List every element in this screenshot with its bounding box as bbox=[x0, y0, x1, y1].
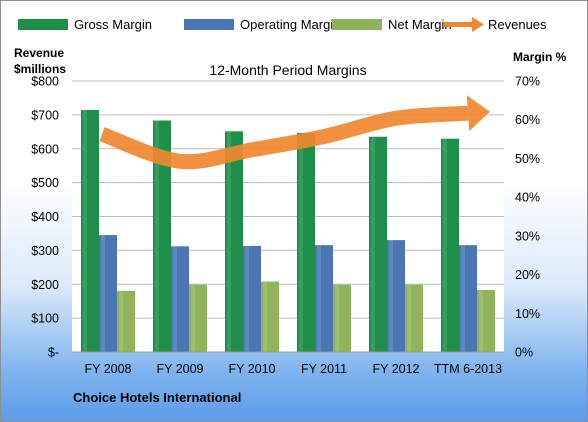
bar-highlight bbox=[191, 284, 195, 352]
bar-operating-margin bbox=[171, 246, 189, 352]
bar-net-margin bbox=[405, 284, 423, 352]
category-label: FY 2011 bbox=[301, 362, 347, 376]
bar-gross-margin bbox=[153, 120, 171, 352]
bar-operating-margin bbox=[99, 235, 117, 352]
bar-highlight bbox=[461, 245, 465, 352]
bar-highlight bbox=[245, 245, 249, 352]
legend-label-operating-margin: Operating Margin bbox=[240, 17, 340, 32]
bar-gross-margin bbox=[369, 136, 387, 352]
bar-net-margin bbox=[477, 290, 495, 352]
revenue-trend bbox=[99, 95, 490, 170]
legend: Gross Margin Operating Margin Net Margin… bbox=[18, 17, 547, 32]
left-axis-title-line2: $millions bbox=[14, 62, 66, 76]
bar-highlight bbox=[317, 245, 321, 352]
bar-operating-margin bbox=[387, 240, 405, 352]
company-name: Choice Hotels International bbox=[73, 390, 241, 405]
left-tick-label: $200 bbox=[31, 278, 59, 292]
category-labels: FY 2008 FY 2009 FY 2010 FY 2011 FY 2012 TTM 6… bbox=[84, 362, 502, 376]
bar-highlight bbox=[443, 138, 447, 352]
bar-highlight bbox=[479, 290, 483, 352]
bar-highlight bbox=[83, 110, 87, 353]
legend-swatch-operating-margin bbox=[184, 19, 234, 30]
bar-net-margin bbox=[189, 284, 207, 352]
bar-highlight bbox=[119, 290, 123, 352]
bar-highlight bbox=[299, 132, 303, 352]
chart-title: 12-Month Period Margins bbox=[209, 62, 366, 78]
legend-swatch-gross-margin bbox=[18, 19, 68, 30]
bars bbox=[81, 110, 495, 353]
bar-operating-margin bbox=[315, 245, 333, 352]
bar-net-margin bbox=[117, 290, 135, 352]
bar-highlight bbox=[155, 120, 159, 352]
bar-highlight bbox=[407, 284, 411, 352]
revenue-trend-arrowhead bbox=[466, 95, 490, 132]
left-tick-label: $600 bbox=[31, 142, 59, 156]
right-tick-label: 10% bbox=[515, 307, 540, 321]
left-tick-label: $700 bbox=[31, 108, 59, 122]
bar-operating-margin bbox=[459, 245, 477, 352]
left-axis-ticks: $- $100 $200 $300 $400 $500 $600 $700 $800 bbox=[31, 75, 59, 360]
bar-highlight bbox=[389, 240, 393, 352]
bar-gross-margin bbox=[225, 131, 243, 352]
bar-highlight bbox=[263, 281, 267, 352]
category-label: FY 2012 bbox=[372, 362, 419, 376]
bar-highlight bbox=[101, 235, 105, 352]
legend-swatch-net-margin bbox=[332, 19, 382, 30]
category-label: FY 2009 bbox=[156, 362, 203, 376]
revenue-trend-line bbox=[99, 105, 469, 170]
bar-highlight bbox=[335, 284, 339, 352]
legend-arrow-revenues bbox=[444, 17, 484, 32]
bar-gross-margin bbox=[441, 138, 459, 352]
right-tick-label: 30% bbox=[515, 229, 540, 243]
left-tick-label: $- bbox=[48, 346, 59, 360]
left-tick-label: $500 bbox=[31, 176, 59, 190]
left-tick-label: $100 bbox=[31, 312, 59, 326]
left-axis-title-line1: Revenue bbox=[14, 46, 64, 60]
right-tick-label: 60% bbox=[515, 113, 540, 127]
left-tick-label: $400 bbox=[31, 210, 59, 224]
category-label: FY 2010 bbox=[228, 362, 275, 376]
bar-net-margin bbox=[333, 284, 351, 352]
category-label: TTM 6-2013 bbox=[434, 362, 502, 376]
legend-label-gross-margin: Gross Margin bbox=[74, 17, 152, 32]
left-tick-label: $300 bbox=[31, 244, 59, 258]
legend-label-net-margin: Net Margin bbox=[388, 17, 452, 32]
right-tick-label: 20% bbox=[515, 268, 540, 282]
category-label: FY 2008 bbox=[84, 362, 131, 376]
right-axis-title: Margin % bbox=[513, 50, 567, 64]
right-tick-label: 40% bbox=[515, 191, 540, 205]
bar-gross-margin bbox=[297, 132, 315, 352]
bar-gross-margin bbox=[81, 110, 99, 353]
right-tick-label: 0% bbox=[515, 346, 533, 360]
right-axis-ticks: 0% 10% 20% 30% 40% 50% 60% 70% bbox=[515, 75, 540, 360]
left-tick-label: $800 bbox=[31, 75, 59, 89]
right-tick-label: 50% bbox=[515, 152, 540, 166]
right-tick-label: 70% bbox=[515, 75, 540, 89]
bar-highlight bbox=[371, 136, 375, 352]
bar-operating-margin bbox=[243, 245, 261, 352]
legend-label-revenues: Revenues bbox=[488, 17, 547, 32]
bar-highlight bbox=[227, 131, 231, 352]
bar-net-margin bbox=[261, 281, 279, 352]
bar-highlight bbox=[173, 246, 177, 352]
